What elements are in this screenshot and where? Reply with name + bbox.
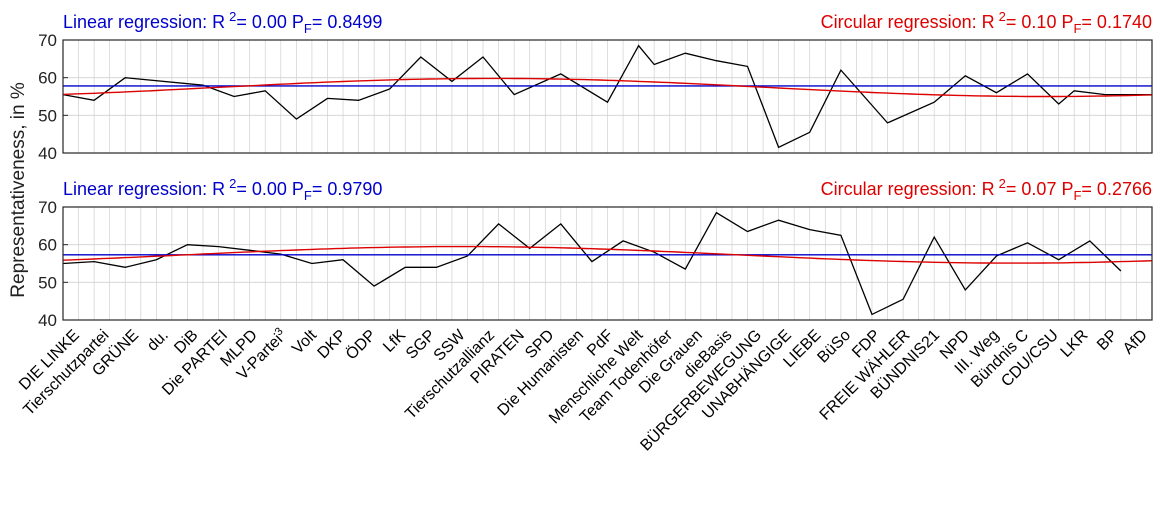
panel-2-frame [62, 206, 1153, 321]
category-label: BüSo [814, 327, 854, 367]
panel-2-y-tick-label: 70 [38, 198, 57, 217]
panel-2-y-tick-label: 50 [38, 273, 57, 292]
panel-2-y-tick-label: 60 [38, 236, 57, 255]
category-label: Volt [289, 326, 320, 357]
category-label: ÖDP [342, 326, 379, 363]
panel-2: 40 50 60 70 Linear regression: R 2= 0.00 PF= … [38, 176, 1153, 330]
panel-1-y-tick-label: 50 [38, 106, 57, 125]
panel-1-data-series [62, 44, 1152, 149]
panel-1-circular-regression-label: Circular regression: R 2= 0.10 PF= 0.1740 [821, 9, 1152, 36]
category-label: LKR [1057, 327, 1091, 361]
panel-1-y-tick-label: 40 [38, 144, 57, 163]
panel-1-linear-regression-label: Linear regression: R 2= 0.00 PF= 0.8499 [63, 9, 382, 36]
panel-1-circular-fit-curve [62, 77, 1153, 98]
panel-2-circular-regression-label: Circular regression: R 2= 0.07 PF= 0.2766 [821, 176, 1152, 203]
panel-2-circular-fit-curve [62, 245, 1153, 264]
panel-1-frame [62, 39, 1153, 154]
category-label: du. [144, 327, 172, 355]
panel-1-y-tick-label: 60 [38, 69, 57, 88]
panel-1-y-tick-label: 70 [38, 31, 57, 50]
category-label: BP [1094, 327, 1121, 354]
y-axis-label: Representativeness, in % [8, 82, 29, 298]
panel-1: 40 50 60 70 Linear regression: R 2= 0.00 PF= … [38, 9, 1153, 163]
category-label: DKP [315, 327, 350, 362]
category-label: AfD [1120, 327, 1151, 358]
panel-2-linear-regression-label: Linear regression: R 2= 0.00 PF= 0.9790 [63, 176, 382, 203]
panel-2-y-tick-label: 40 [38, 311, 57, 330]
category-label: SGP [403, 327, 439, 363]
